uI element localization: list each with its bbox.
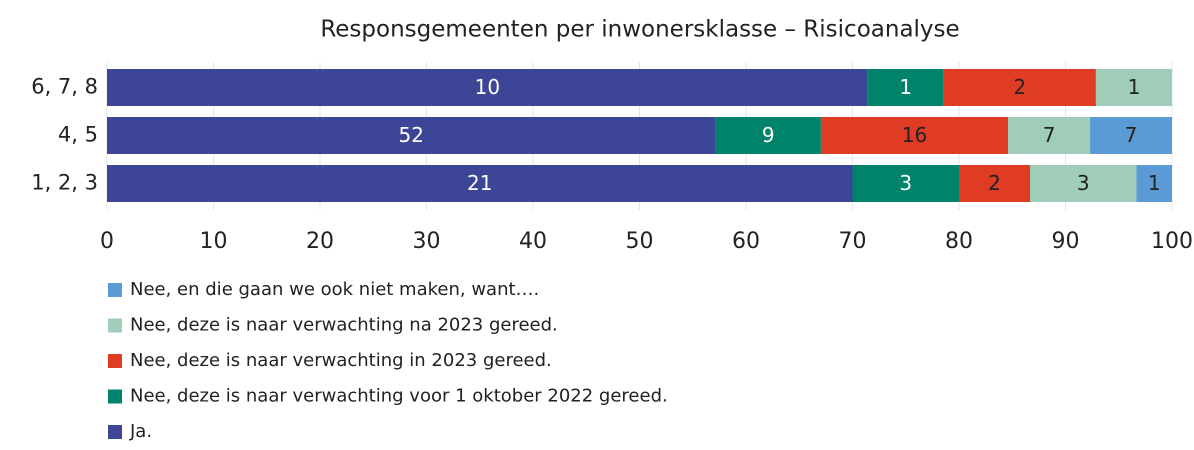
data-label: 3: [1077, 171, 1090, 195]
legend-swatch: [108, 389, 122, 404]
data-label: 52: [399, 123, 424, 147]
bar-segment: [1090, 117, 1172, 154]
bar-segment: [1030, 165, 1137, 202]
bar-segment: [1136, 165, 1172, 202]
legend-swatch: [108, 354, 122, 368]
x-tick-label: 20: [306, 229, 334, 254]
legend-swatch: [108, 425, 122, 439]
bar-segment: [943, 69, 1096, 106]
data-label: 2: [1013, 75, 1026, 99]
legend-label: Nee, deze is naar verwachting in 2023 ge…: [130, 350, 552, 371]
data-label: 16: [902, 123, 927, 147]
x-tick-label: 30: [413, 229, 441, 254]
legend-swatch: [108, 318, 122, 333]
bar-segment: [107, 117, 716, 154]
x-tick-label: 80: [945, 229, 973, 254]
legend-label: Nee, deze is naar verwachting na 2023 ge…: [130, 315, 558, 336]
bar-segment: [959, 165, 1030, 202]
bar-segment: [820, 117, 1009, 154]
y-tick-label: 6, 7, 8: [31, 75, 98, 99]
bar-segment: [852, 165, 959, 202]
data-label: 7: [1043, 123, 1056, 147]
y-tick-label: 4, 5: [58, 123, 98, 147]
legend-label: Ja.: [129, 421, 152, 442]
x-tick-label: 40: [519, 229, 547, 254]
x-tick-label: 60: [732, 229, 760, 254]
x-tick-label: 100: [1151, 229, 1193, 254]
bar-segment: [867, 69, 944, 106]
data-label: 3: [899, 171, 912, 195]
x-tick-label: 10: [200, 229, 228, 254]
data-label: 7: [1125, 123, 1138, 147]
data-label: 2: [988, 171, 1001, 195]
data-label: 1: [1128, 75, 1141, 99]
data-label: 1: [1148, 171, 1161, 195]
legend-swatch: [108, 283, 122, 297]
bar-segment: [715, 117, 821, 154]
x-tick-label: 50: [626, 229, 654, 254]
bar-segment: [1008, 117, 1091, 154]
x-tick-label: 70: [839, 229, 867, 254]
bar-segment: [107, 69, 868, 106]
x-tick-label: 0: [100, 229, 114, 254]
chart-title: Responsgemeenten per inwonersklasse – Ri…: [320, 17, 959, 43]
legend-label: Nee, deze is naar verwachting voor 1 okt…: [130, 386, 668, 407]
legend-label: Nee, en die gaan we ook niet maken, want…: [130, 279, 539, 300]
data-label: 10: [475, 75, 500, 99]
y-tick-label: 1, 2, 3: [31, 171, 98, 195]
x-tick-label: 90: [1052, 229, 1080, 254]
data-label: 21: [467, 171, 492, 195]
bar-segment: [107, 165, 853, 202]
bar-segment: [1095, 69, 1172, 106]
data-label: 1: [899, 75, 912, 99]
data-label: 9: [762, 123, 775, 147]
